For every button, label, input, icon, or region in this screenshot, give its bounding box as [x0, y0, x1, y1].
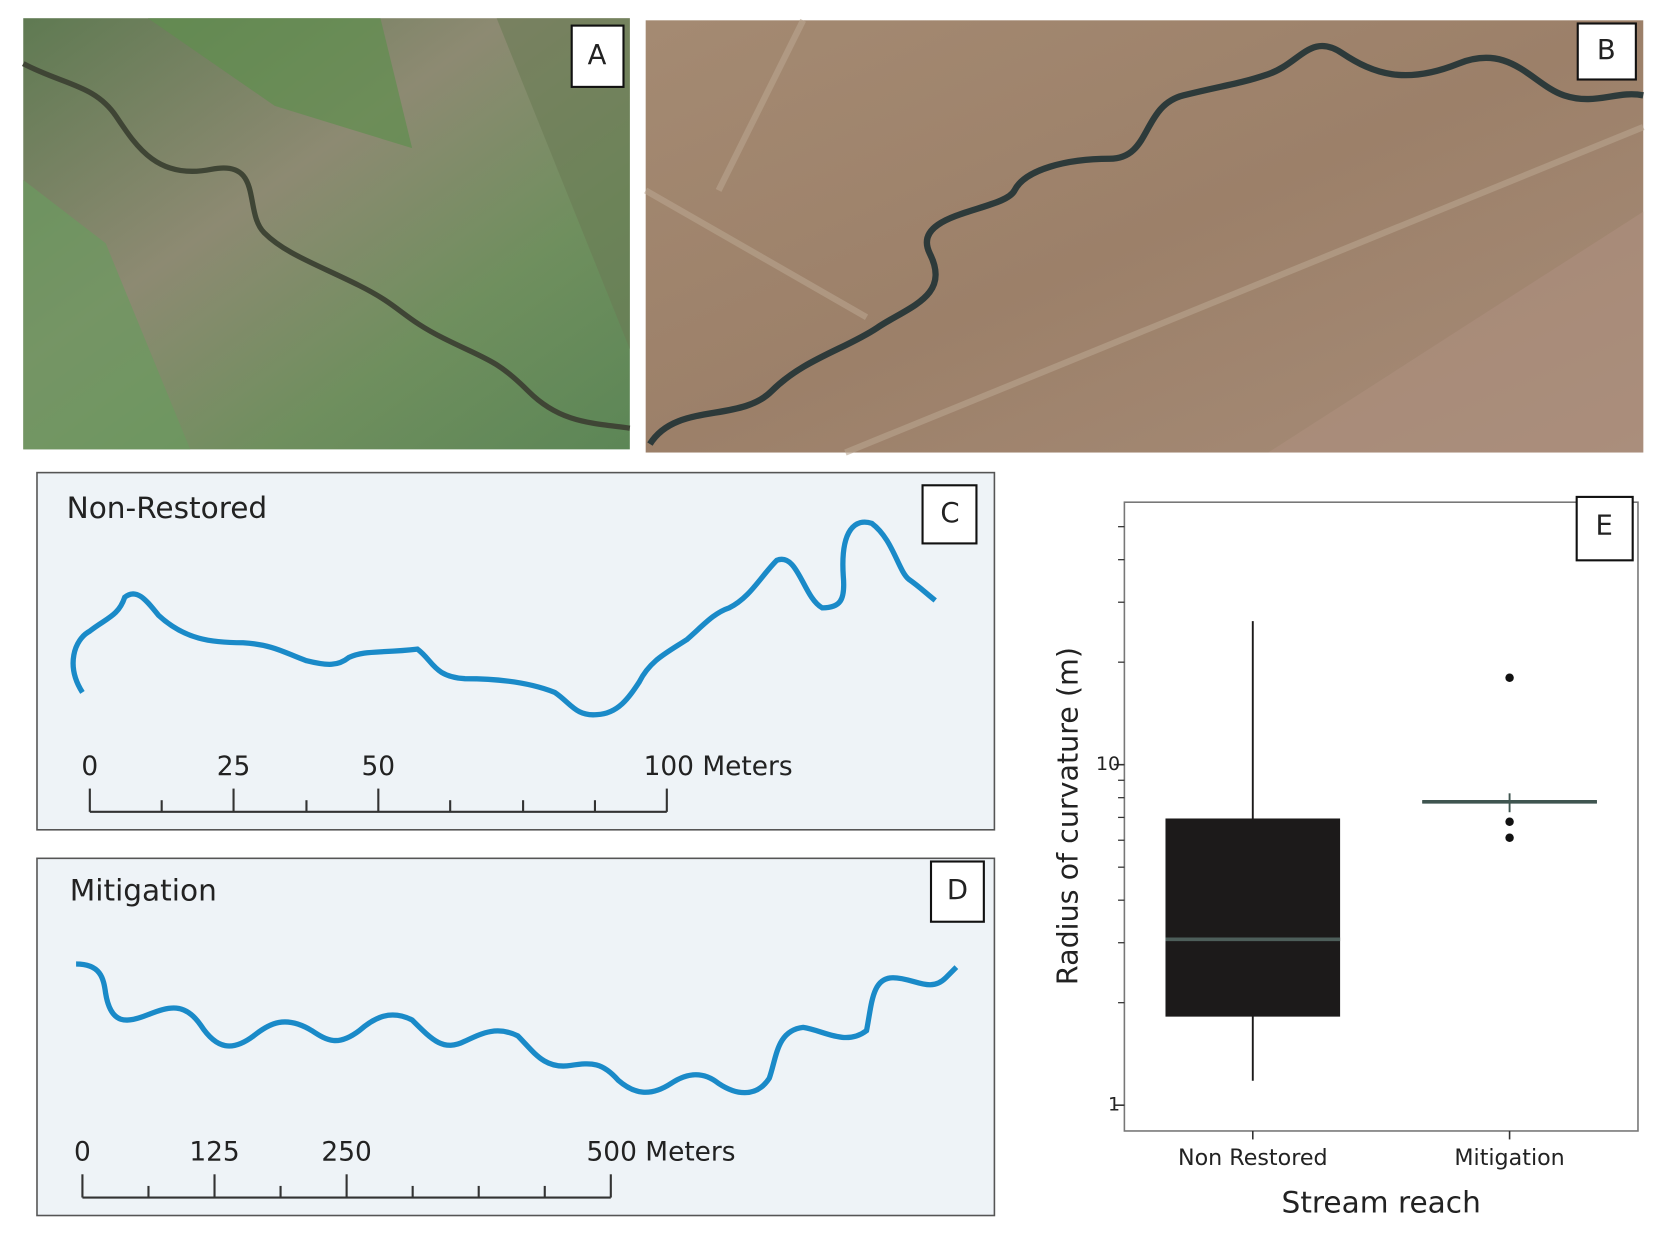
scale-label: 250	[321, 1137, 371, 1168]
scale-bar	[88, 788, 668, 813]
panel-title: Mitigation	[70, 874, 217, 908]
y-tick-label: 1	[1108, 1094, 1120, 1116]
label-box	[570, 24, 625, 88]
x-tick-label: Mitigation	[1454, 1145, 1564, 1171]
scale-label: 25	[217, 751, 251, 782]
photo-a	[22, 18, 631, 450]
outlier	[1505, 673, 1514, 682]
y-axis-label: Radius of curvature (m)	[1051, 647, 1084, 985]
scale-bar	[81, 1174, 612, 1199]
stream-trace	[75, 961, 959, 1096]
x-tick-label: Non Restored	[1178, 1145, 1328, 1171]
photo-b	[644, 18, 1645, 456]
panel-label: E	[1595, 511, 1612, 542]
panel-label: D	[947, 875, 968, 906]
panel-label: C	[940, 498, 959, 529]
outlier	[1505, 833, 1514, 843]
scale-label: 0	[74, 1137, 91, 1168]
scale-label: 0	[81, 751, 98, 782]
chart-layer: 1 10 Non Restored Mitigation	[1096, 526, 1597, 1171]
scale-label: 500 Meters	[587, 1137, 736, 1168]
panel-c	[36, 471, 996, 831]
outlier	[1505, 817, 1514, 826]
stream-trace	[70, 519, 937, 718]
panel-label: B	[1597, 35, 1616, 66]
scale-label: 100 Meters	[644, 751, 793, 782]
plot-area	[1123, 501, 1639, 1132]
y-tick-label: 10	[1096, 753, 1120, 775]
scale-label: 125	[189, 1137, 239, 1168]
scale-label: 50	[362, 751, 396, 782]
panel-title: Non-Restored	[67, 491, 268, 525]
label-box	[921, 484, 978, 545]
label-box	[1575, 495, 1634, 562]
box	[1165, 818, 1341, 1017]
panel-label: A	[588, 40, 607, 71]
label-box	[1576, 22, 1637, 81]
x-axis-label: Stream reach	[1282, 1185, 1481, 1219]
label-box	[929, 860, 985, 923]
